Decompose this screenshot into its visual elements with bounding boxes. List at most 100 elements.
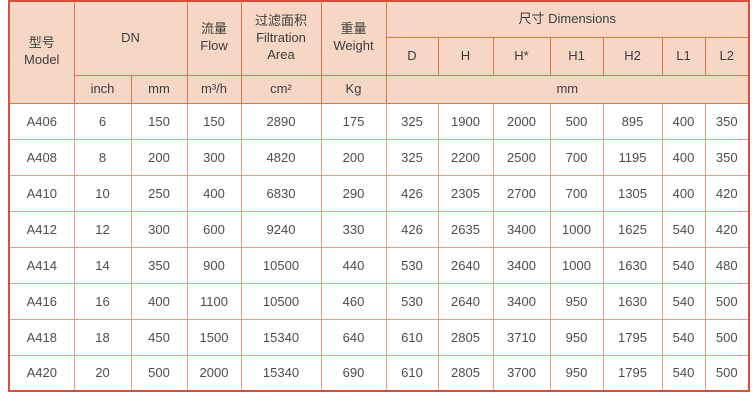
unit-dimensions-mm: mm [385, 74, 750, 104]
unit-inch: inch [73, 74, 132, 104]
header-dn: DN [73, 0, 188, 76]
value-cell: 8 [73, 138, 132, 176]
value-cell: 200 [320, 138, 387, 176]
value-cell: 400 [661, 102, 706, 140]
value-cell: 200 [130, 138, 188, 176]
value-cell: 400 [130, 282, 188, 320]
value-cell: 400 [186, 174, 242, 212]
header-dim-l1: L1 [661, 36, 706, 76]
value-cell: 2640 [437, 282, 494, 320]
header-dimensions: 尺寸 Dimensions [385, 0, 750, 38]
value-cell: 540 [661, 246, 706, 284]
value-cell: 325 [385, 102, 439, 140]
value-cell: 500 [704, 282, 750, 320]
value-cell: 1900 [437, 102, 494, 140]
value-cell: 450 [130, 318, 188, 356]
value-cell: 2890 [240, 102, 322, 140]
value-cell: 3400 [492, 210, 551, 248]
value-cell: 1100 [186, 282, 242, 320]
value-cell: 15340 [240, 354, 322, 392]
value-cell: 2700 [492, 174, 551, 212]
value-cell: 480 [704, 246, 750, 284]
value-cell: 950 [549, 318, 604, 356]
unit-weight: Kg [320, 74, 387, 104]
value-cell: 420 [704, 174, 750, 212]
value-cell: 1000 [549, 246, 604, 284]
table-row: A416 16 400 1100 10500 460 530 2640 3400 950 1630 5… [8, 282, 750, 320]
value-cell: 150 [130, 102, 188, 140]
header-dim-l2: L2 [704, 36, 750, 76]
unit-flow: m³/h [186, 74, 242, 104]
value-cell: 700 [549, 174, 604, 212]
value-cell: 1795 [602, 318, 663, 356]
value-cell: 175 [320, 102, 387, 140]
value-cell: 895 [602, 102, 663, 140]
value-cell: 10500 [240, 282, 322, 320]
value-cell: 6 [73, 102, 132, 140]
value-cell: 400 [661, 138, 706, 176]
header-dim-hstar: H* [492, 36, 551, 76]
value-cell: 640 [320, 318, 387, 356]
header-flow: 流量 Flow [186, 0, 242, 76]
value-cell: 330 [320, 210, 387, 248]
value-cell: 2200 [437, 138, 494, 176]
value-cell: 12 [73, 210, 132, 248]
value-cell: 426 [385, 210, 439, 248]
value-cell: 610 [385, 318, 439, 356]
value-cell: 2000 [492, 102, 551, 140]
unit-mm: mm [130, 74, 188, 104]
value-cell: 250 [130, 174, 188, 212]
value-cell: 6830 [240, 174, 322, 212]
value-cell: 20 [73, 354, 132, 392]
model-cell: A418 [8, 318, 75, 356]
value-cell: 426 [385, 174, 439, 212]
value-cell: 540 [661, 282, 706, 320]
table-row: A414 14 350 900 10500 440 530 2640 3400 1000 1630 5… [8, 246, 750, 284]
value-cell: 950 [549, 282, 604, 320]
value-cell: 530 [385, 282, 439, 320]
value-cell: 420 [704, 210, 750, 248]
value-cell: 900 [186, 246, 242, 284]
value-cell: 400 [661, 174, 706, 212]
table-row: A418 18 450 1500 15340 640 610 2805 3710 950 1795 5… [8, 318, 750, 356]
value-cell: 2805 [437, 354, 494, 392]
value-cell: 300 [130, 210, 188, 248]
header-row-units: inch mm m³/h cm² Kg mm [9, 74, 750, 104]
value-cell: 500 [130, 354, 188, 392]
value-cell: 150 [186, 102, 242, 140]
value-cell: 2805 [437, 318, 494, 356]
value-cell: 540 [661, 210, 706, 248]
value-cell: 1195 [602, 138, 663, 176]
table-row: A420 20 500 2000 15340 690 610 2805 3700 950 1795 5… [8, 354, 750, 392]
value-cell: 9240 [240, 210, 322, 248]
model-cell: A406 [8, 102, 75, 140]
value-cell: 1795 [602, 354, 663, 392]
header-dim-h1: H1 [549, 36, 604, 76]
header-row-dim-cols: D H H* H1 H2 L1 L2 [9, 36, 750, 76]
value-cell: 2635 [437, 210, 494, 248]
table-row: A412 12 300 600 9240 330 426 2635 3400 1000 1625 54… [8, 210, 750, 248]
model-cell: A416 [8, 282, 75, 320]
header-filtration-area: 过滤面积 Filtration Area [240, 0, 322, 76]
value-cell: 540 [661, 318, 706, 356]
value-cell: 1000 [549, 210, 604, 248]
table-row: A408 8 200 300 4820 200 325 2200 2500 700 1195 400 3… [8, 138, 750, 176]
header-row-groups: 型号 Model DN 流量 Flow 过滤面积 Filtration Area… [8, 0, 750, 104]
model-cell: A420 [8, 354, 75, 392]
value-cell: 3710 [492, 318, 551, 356]
value-cell: 350 [130, 246, 188, 284]
unit-area: cm² [240, 74, 322, 104]
value-cell: 1630 [602, 246, 663, 284]
table-header: 型号 Model DN 流量 Flow 过滤面积 Filtration Area… [8, 0, 750, 104]
value-cell: 350 [704, 102, 750, 140]
value-cell: 950 [549, 354, 604, 392]
value-cell: 3700 [492, 354, 551, 392]
table-row: A410 10 250 400 6830 290 426 2305 2700 700 1305 400… [8, 174, 750, 212]
model-cell: A412 [8, 210, 75, 248]
value-cell: 2640 [437, 246, 494, 284]
value-cell: 2000 [186, 354, 242, 392]
model-cell: A410 [8, 174, 75, 212]
value-cell: 600 [186, 210, 242, 248]
value-cell: 500 [704, 354, 750, 392]
value-cell: 350 [704, 138, 750, 176]
